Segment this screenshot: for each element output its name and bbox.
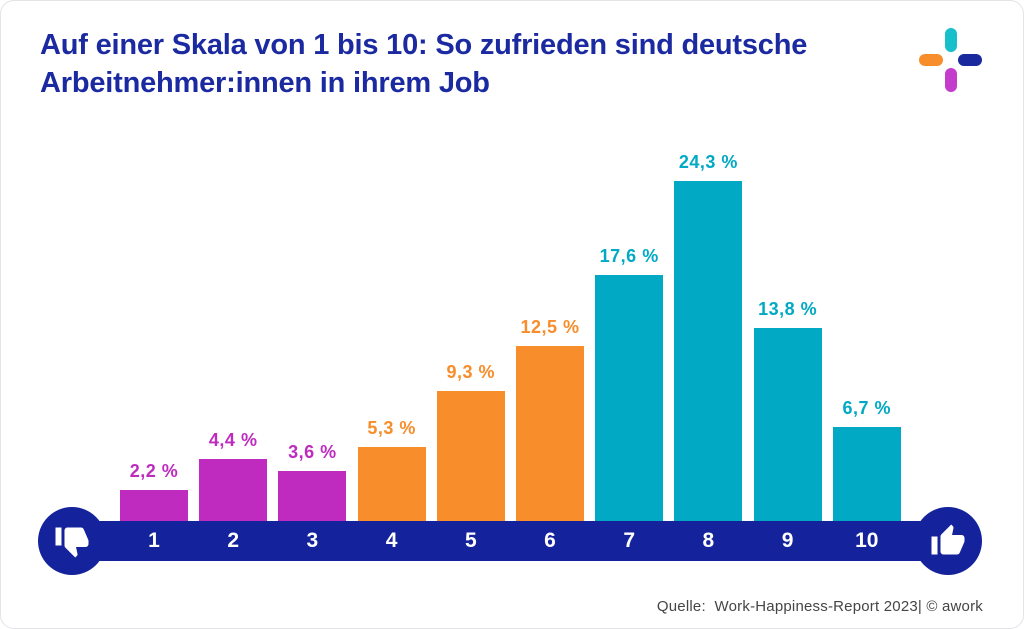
bar-6	[516, 346, 584, 521]
scale-axis	[72, 521, 948, 561]
chart-title: Auf einer Skala von 1 bis 10: So zufried…	[40, 29, 808, 99]
thumbs-down-badge	[38, 507, 106, 575]
source-credit: Quelle: Work-Happiness-Report 2023| © aw…	[656, 598, 983, 615]
bar-2	[199, 459, 268, 521]
thumbs-up-icon	[931, 524, 965, 555]
bar-10	[832, 427, 901, 521]
axis-tick-6: 6	[544, 529, 556, 552]
bar-value-label-2: 4,4 %	[208, 430, 258, 451]
bar-value-label-7: 17,6 %	[599, 245, 659, 266]
thumbs-down-icon	[55, 527, 89, 558]
axis-tick-2: 2	[227, 529, 240, 552]
logo-pill-magenta	[945, 68, 957, 92]
bar-7	[595, 274, 664, 521]
bar-3	[278, 470, 347, 521]
bar-5	[436, 390, 505, 521]
bar-9	[753, 327, 822, 521]
logo-pill-teal	[945, 28, 957, 52]
bar-value-label-10: 6,7 %	[842, 398, 892, 419]
bar-value-label-3: 3,6 %	[288, 441, 337, 462]
axis-tick-3: 3	[306, 529, 319, 552]
axis-tick-5: 5	[464, 529, 477, 552]
awork-logo	[913, 25, 983, 95]
bar-value-label-6: 12,5 %	[520, 317, 580, 337]
axis-tick-10: 10	[855, 529, 879, 552]
axis-tick-4: 4	[385, 529, 398, 552]
bar-value-label-1: 2,2 %	[129, 461, 179, 482]
bar-4	[357, 446, 426, 521]
axis-tick-7: 7	[623, 529, 636, 552]
bar-1	[120, 490, 188, 521]
axis-tick-8: 8	[702, 529, 715, 552]
bar-value-label-4: 5,3 %	[367, 417, 416, 438]
bar-8	[674, 180, 743, 521]
thumbs-up-badge	[914, 507, 982, 575]
axis-tick-1: 1	[148, 529, 160, 552]
axis-tick-9: 9	[781, 529, 794, 552]
bar-value-label-8: 24,3 %	[678, 151, 738, 172]
logo-pill-orange	[919, 54, 943, 66]
bar-value-label-9: 13,8 %	[758, 298, 818, 319]
logo-pill-navy	[958, 54, 982, 66]
bar-value-label-5: 9,3 %	[446, 361, 496, 382]
